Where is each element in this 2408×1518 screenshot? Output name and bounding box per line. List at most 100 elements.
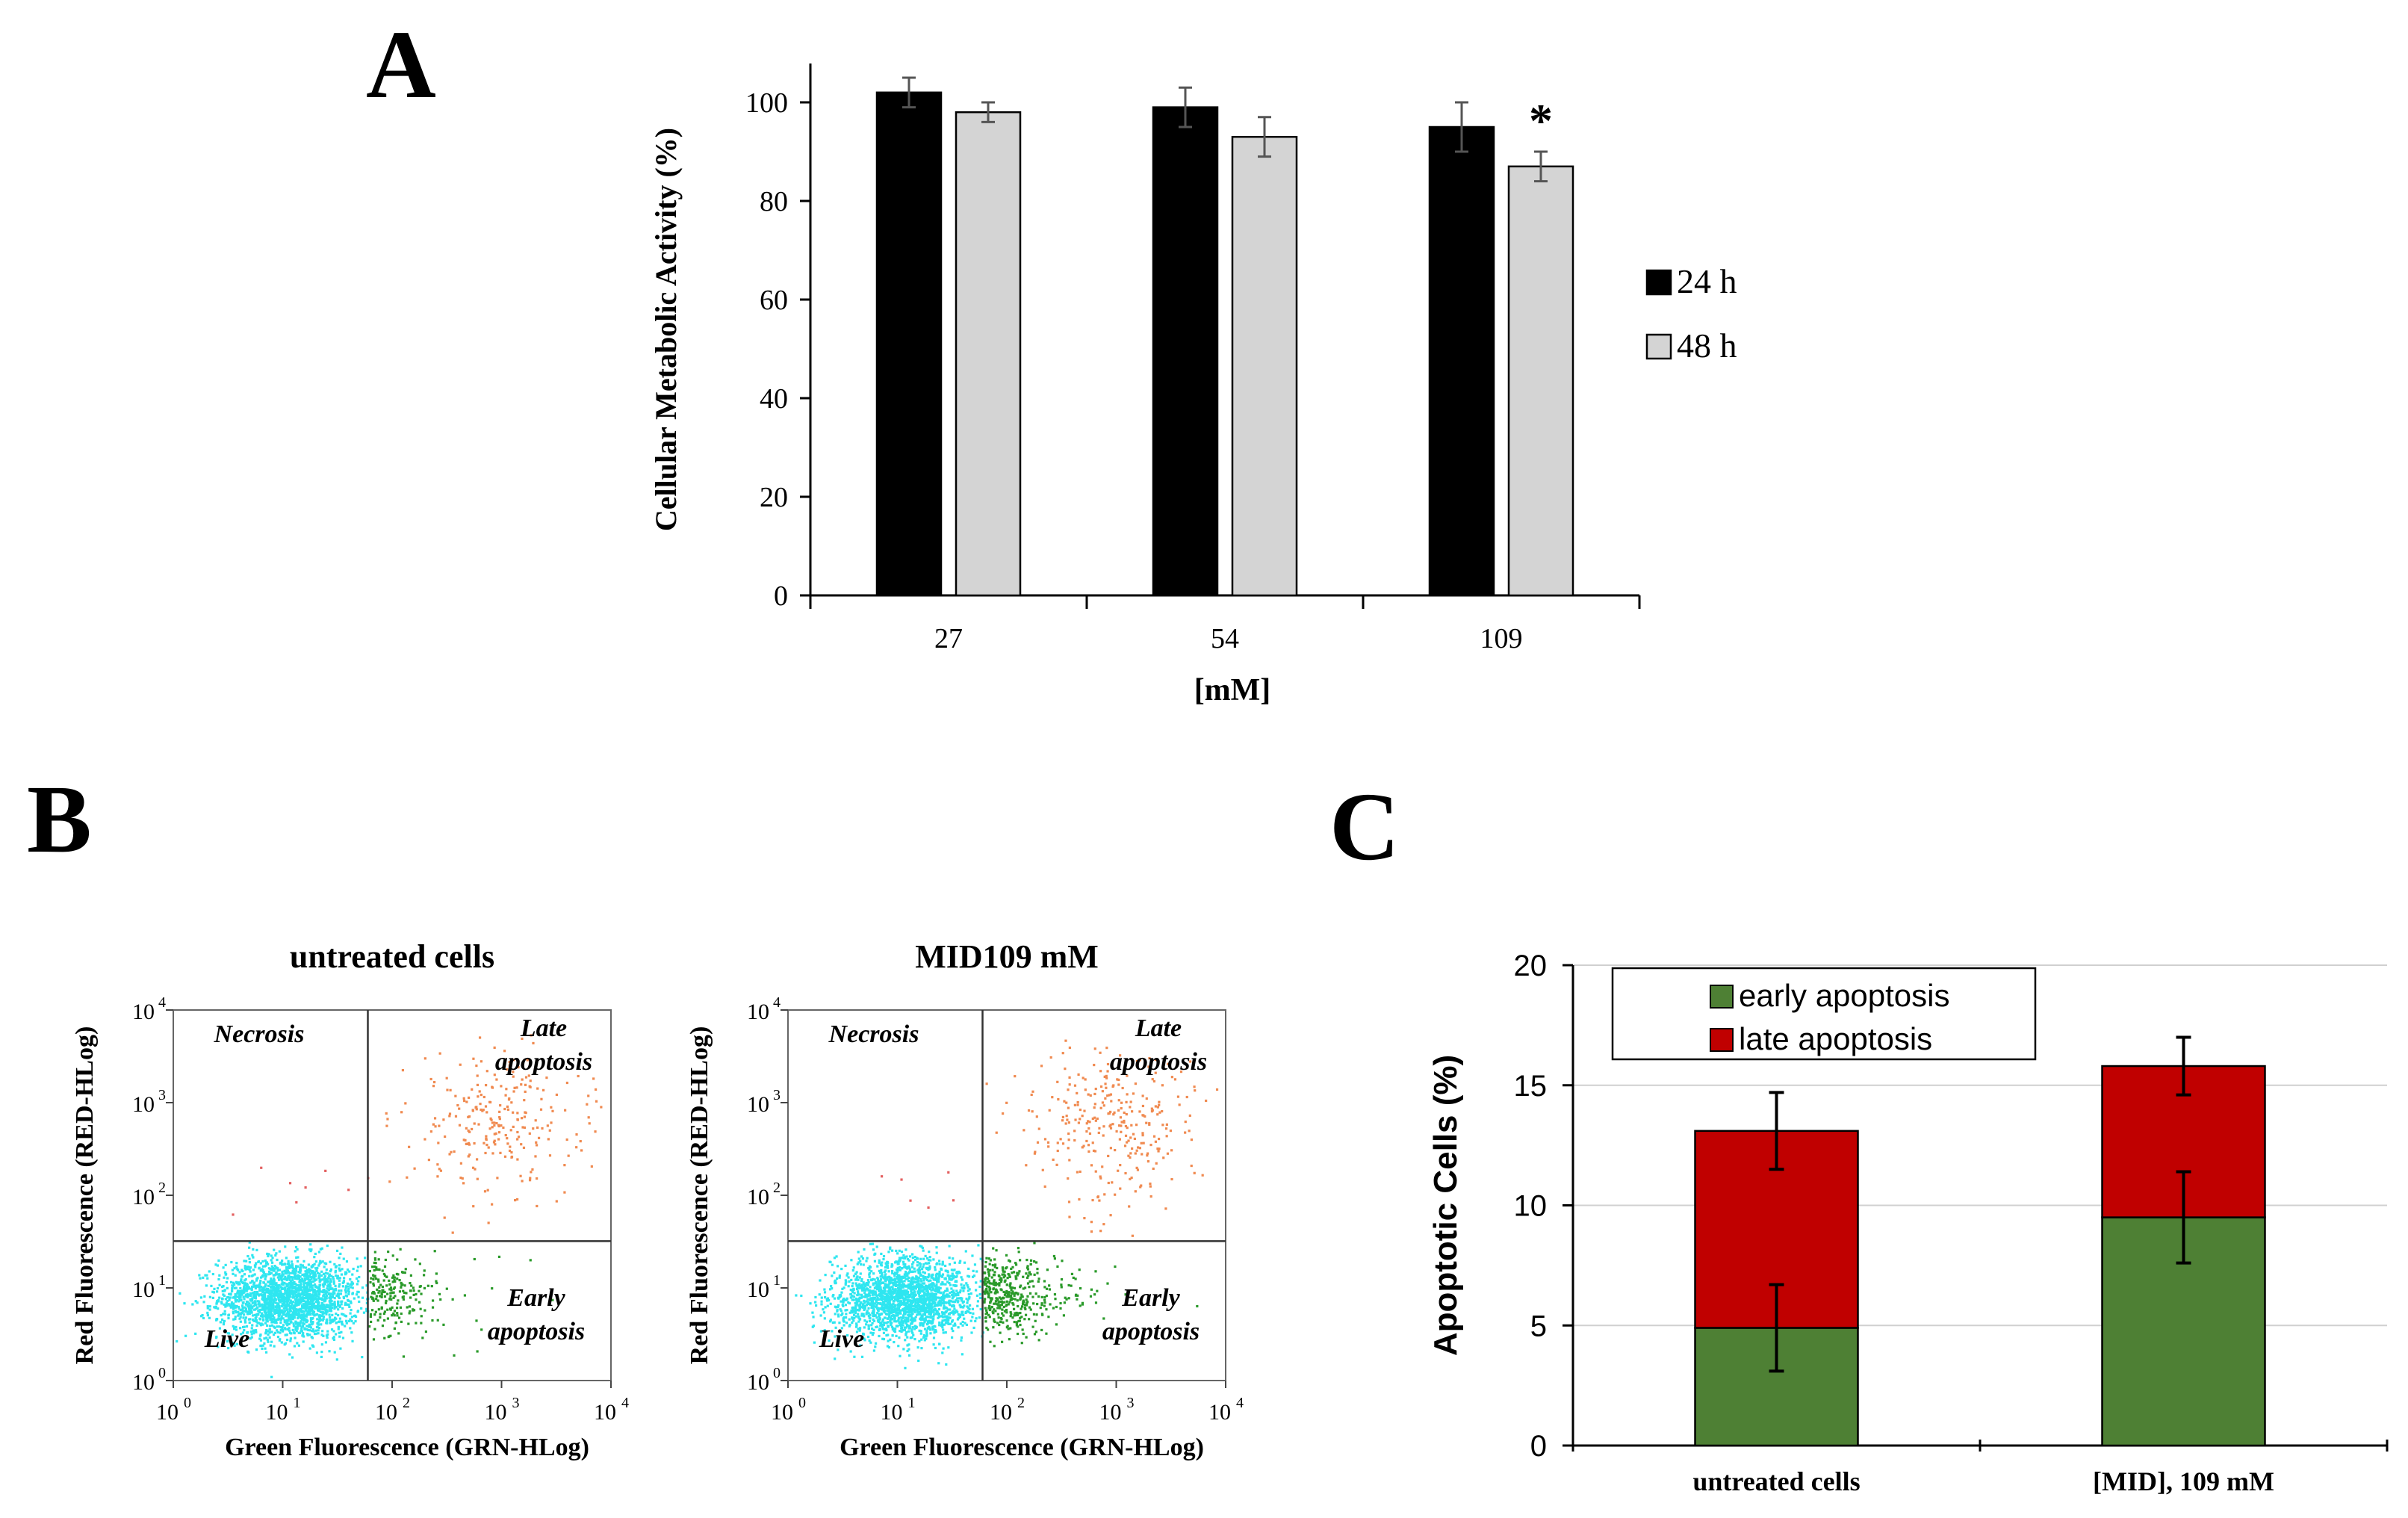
point-live [903, 1297, 907, 1301]
point-live [248, 1268, 251, 1271]
point-live [910, 1280, 914, 1284]
point-live [239, 1316, 242, 1319]
point-late-apoptosis [433, 1117, 437, 1120]
point-live [867, 1314, 870, 1318]
point-live [338, 1296, 341, 1300]
point-live [243, 1325, 246, 1328]
point-live [304, 1309, 307, 1312]
point-live [307, 1263, 310, 1266]
point-live [252, 1248, 255, 1251]
point-live [909, 1336, 912, 1339]
point-live [278, 1250, 281, 1253]
point-live [339, 1292, 342, 1295]
point-early-apoptosis [1009, 1282, 1012, 1285]
point-live [935, 1286, 938, 1289]
point-live [884, 1273, 887, 1276]
point-live [928, 1265, 931, 1268]
point-live [966, 1299, 969, 1302]
point-live [942, 1292, 945, 1295]
point-live [308, 1286, 311, 1289]
legend-swatch [1645, 333, 1672, 360]
point-late-apoptosis [437, 1141, 440, 1144]
point-live [928, 1325, 931, 1328]
point-live [235, 1304, 238, 1308]
point-live [291, 1328, 294, 1332]
point-live [830, 1285, 833, 1288]
point-live [274, 1306, 278, 1309]
point-live [855, 1303, 858, 1306]
point-live [878, 1286, 881, 1289]
point-live [931, 1297, 934, 1300]
point-live [245, 1285, 248, 1288]
point-live [330, 1274, 333, 1277]
point-live [966, 1310, 969, 1313]
point-live [274, 1254, 277, 1257]
point-live [308, 1271, 311, 1274]
point-live [322, 1303, 325, 1306]
point-live [857, 1257, 860, 1260]
point-live [959, 1260, 962, 1263]
point-live [945, 1319, 948, 1322]
point-live [241, 1291, 244, 1294]
point-live [937, 1280, 940, 1283]
point-live [237, 1305, 240, 1309]
point-live [955, 1289, 958, 1292]
point-live [235, 1311, 238, 1314]
point-live [254, 1265, 257, 1268]
point-live [293, 1281, 296, 1285]
point-live [844, 1283, 847, 1286]
point-live [314, 1252, 317, 1256]
point-live [925, 1323, 929, 1326]
point-early-apoptosis [396, 1277, 399, 1280]
point-live [887, 1270, 890, 1273]
point-early-apoptosis [391, 1314, 394, 1317]
point-live [900, 1275, 903, 1279]
point-live [843, 1324, 845, 1327]
point-live [313, 1332, 317, 1336]
point-live [309, 1298, 312, 1301]
point-early-apoptosis [388, 1288, 391, 1291]
point-live [943, 1311, 946, 1314]
point-live [907, 1259, 910, 1262]
point-live [876, 1296, 879, 1300]
point-early-apoptosis [381, 1325, 385, 1328]
point-early-apoptosis [386, 1308, 389, 1311]
point-live [251, 1314, 255, 1317]
point-live [820, 1303, 823, 1306]
point-live [323, 1293, 326, 1296]
point-live [230, 1260, 233, 1264]
point-live [320, 1343, 323, 1346]
point-live [907, 1325, 910, 1328]
point-live [222, 1285, 225, 1288]
point-live [332, 1337, 335, 1340]
point-live [904, 1311, 907, 1314]
point-live [227, 1303, 230, 1306]
point-live [871, 1333, 874, 1336]
point-live [862, 1313, 865, 1316]
point-live [882, 1323, 885, 1327]
point-live [969, 1319, 972, 1322]
point-live [223, 1313, 227, 1316]
point-live [925, 1315, 928, 1319]
point-live [922, 1302, 925, 1305]
point-live [309, 1243, 312, 1246]
point-live [927, 1292, 930, 1295]
point-live [276, 1258, 279, 1262]
point-live [851, 1307, 854, 1310]
point-live [955, 1284, 958, 1287]
point-live [812, 1316, 815, 1319]
point-live [940, 1274, 943, 1277]
point-live [243, 1289, 246, 1292]
point-live [884, 1328, 888, 1330]
point-live [232, 1304, 235, 1307]
point-live [873, 1253, 876, 1257]
point-live [880, 1298, 884, 1301]
point-live [267, 1314, 270, 1317]
point-live [858, 1283, 861, 1286]
point-early-apoptosis [371, 1296, 374, 1299]
point-live [922, 1274, 925, 1277]
point-late-apoptosis [529, 1079, 532, 1082]
point-live [900, 1257, 904, 1260]
point-live [294, 1274, 297, 1277]
point-early-apoptosis [1009, 1311, 1012, 1314]
